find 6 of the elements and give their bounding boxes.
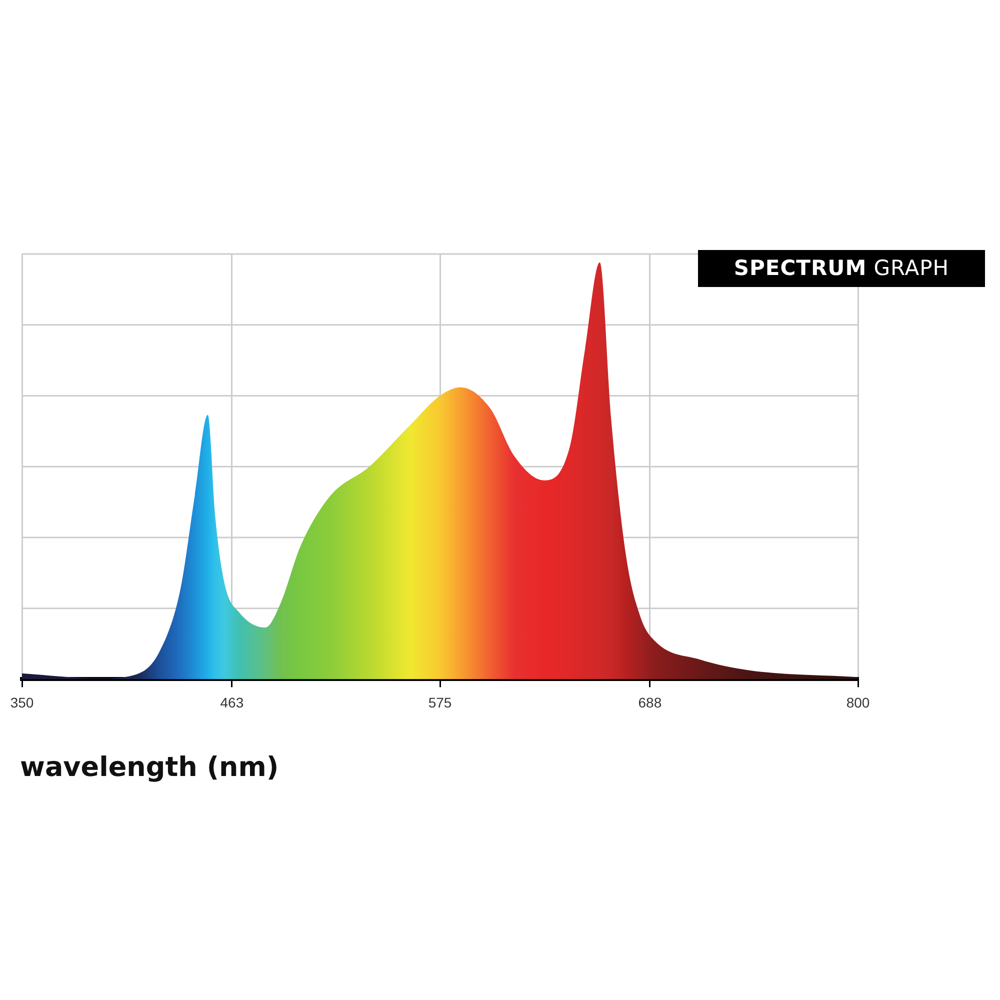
x-tick-label: 800 (846, 694, 870, 710)
x-tick-label: 350 (10, 694, 34, 710)
x-axis-title: wavelength (nm) (20, 752, 279, 783)
x-tick-label: 463 (220, 694, 244, 710)
x-tick-label: 575 (428, 694, 452, 710)
x-tick-label: 688 (638, 694, 662, 710)
